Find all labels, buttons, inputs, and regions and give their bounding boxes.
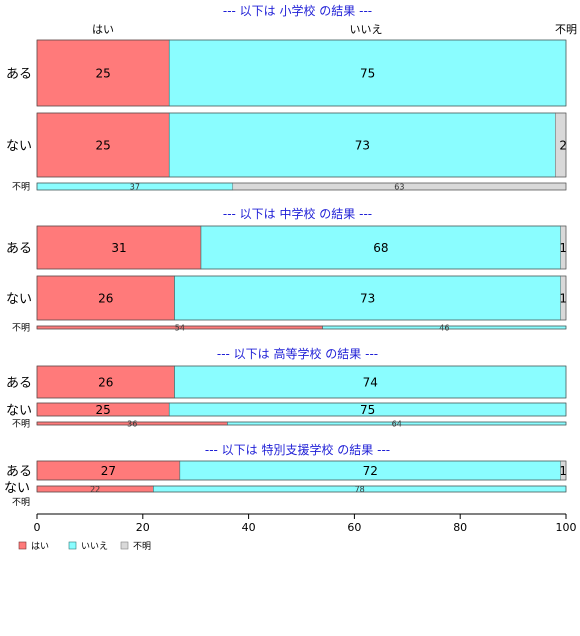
legend-label: 不明 [133,541,151,552]
category-label: 不明 [12,419,30,430]
data-label: 37 [130,183,140,192]
data-label: 25 [95,67,110,81]
bar-frame [36,421,567,426]
bar-row: 不明 [12,497,30,508]
category-label: ある [6,67,32,82]
x-axis: 0 20 40 60 80 100 [34,513,577,534]
data-label: 78 [355,485,365,494]
category-label: ない [6,139,32,154]
data-label: 26 [98,376,113,390]
bar-row: ない 22 78 [4,481,567,496]
legend: はい いいえ 不明 [18,541,151,552]
bar-frame [36,225,567,270]
data-label: 75 [360,403,375,417]
bar-segment-0 [36,39,170,107]
data-label: 22 [90,485,100,494]
column-header-2: 不明 [555,23,577,36]
panel-2: --- 以下は 高等学校 の結果 --- ある 26 74 ない 25 75 不明 36 64 [6,346,567,430]
data-label: 1 [559,241,567,255]
data-label: 31 [111,241,126,255]
data-label: 2 [559,139,567,153]
tick-label: 60 [347,521,361,534]
panel-title: --- 以下は 特別支援学校 の結果 --- [205,442,390,457]
data-label: 54 [175,324,185,333]
legend-swatch [18,541,27,550]
column-header-1: いいえ [350,23,383,36]
bar-row: ある 26 74 [6,365,567,399]
tick-label: 0 [34,521,41,534]
bar-frame [36,485,567,493]
bar-segment-1 [200,225,562,270]
bar-row: 不明 36 64 [12,419,567,430]
bar-row: ない 26 73 1 [6,275,567,321]
bar-segment-1 [168,112,556,178]
bar-row: ある 25 75 [6,39,567,107]
data-label: 63 [394,183,404,192]
bar-row: 不明 54 46 [12,323,567,334]
category-label: 不明 [12,182,30,193]
bar-segment-1 [168,39,567,107]
tick-label: 20 [136,521,150,534]
bar-frame [36,275,567,321]
panel-title: --- 以下は 小学校 の結果 --- [223,3,372,18]
tick-label: 80 [453,521,467,534]
legend-swatch [68,541,77,550]
bar-frame [36,112,567,178]
legend-item: 不明 [120,541,151,552]
data-label: 36 [127,420,137,429]
category-label: ある [6,465,32,480]
category-label: 不明 [12,497,30,508]
bar-frame [36,365,567,399]
data-label: 68 [373,241,388,255]
category-label: ある [6,242,32,257]
panel-0: --- 以下は 小学校 の結果 --- ある 25 75 ない 25 73 2 不明 37 63 [6,3,567,193]
category-label: ない [6,292,32,307]
panel-title: --- 以下は 高等学校 の結果 --- [217,346,378,361]
bar-row: ない 25 73 2 [6,112,567,178]
data-label: 26 [98,292,113,306]
data-label: 46 [439,324,449,333]
bar-segment-0 [36,275,175,321]
tick-label: 100 [556,521,577,534]
data-label: 25 [95,139,110,153]
data-label: 73 [355,139,370,153]
data-label: 74 [363,376,378,390]
bar-row: ある 31 68 1 [6,225,567,270]
panel-title: --- 以下は 中学校 の結果 --- [223,206,372,221]
panel-1: --- 以下は 中学校 の結果 --- ある 31 68 1 ない 26 73 1 不明 54 46 [6,206,567,334]
data-label: 27 [101,464,116,478]
category-label: ある [6,376,32,391]
bar-frame [36,39,567,107]
data-label: 1 [559,292,567,306]
panel-3: --- 以下は 特別支援学校 の結果 --- ある 27 72 1 ない 22 78 不明 [4,442,567,508]
bar-frame [36,182,567,191]
data-label: 25 [95,403,110,417]
bar-row: ない 25 75 [6,402,567,419]
bar-segment-1 [174,275,562,321]
bar-segment-1 [174,365,567,399]
data-label: 73 [360,292,375,306]
bar-frame [36,460,567,481]
column-headers: はい いいえ 不明 [92,23,577,36]
bar-frame [36,402,567,417]
legend-item: いいえ [68,541,108,552]
data-label: 72 [363,464,378,478]
bar-row: ある 27 72 1 [6,460,567,481]
data-label: 1 [559,464,567,478]
legend-label: いいえ [81,541,108,552]
data-label: 64 [392,420,402,429]
category-label: ない [6,404,32,419]
category-label: 不明 [12,323,30,334]
legend-item: はい [18,541,49,552]
bar-row: 不明 37 63 [12,182,567,193]
category-label: ない [4,481,30,496]
legend-label: はい [31,541,49,552]
bar-frame [36,325,567,330]
legend-swatch [120,541,129,550]
data-label: 75 [360,67,375,81]
tick-label: 40 [242,521,256,534]
column-header-0: はい [92,23,114,36]
